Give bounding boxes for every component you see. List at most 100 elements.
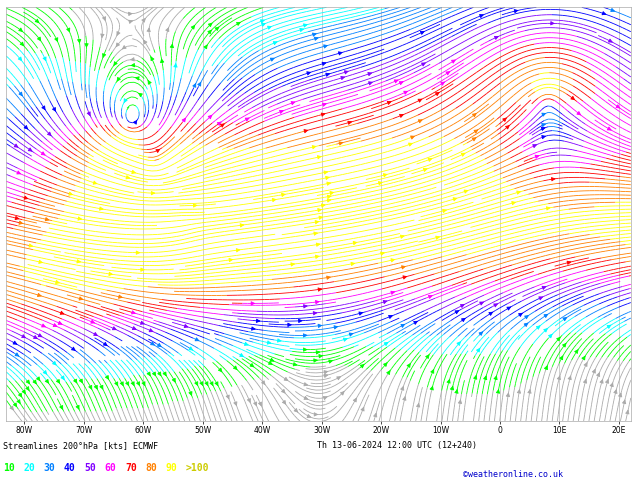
FancyArrowPatch shape (204, 45, 207, 49)
FancyArrowPatch shape (387, 371, 390, 374)
FancyArrowPatch shape (210, 382, 213, 386)
FancyArrowPatch shape (353, 242, 357, 245)
FancyArrowPatch shape (22, 390, 25, 393)
FancyArrowPatch shape (319, 216, 323, 220)
FancyArrowPatch shape (156, 149, 160, 152)
FancyArrowPatch shape (160, 59, 164, 63)
FancyArrowPatch shape (268, 361, 272, 364)
FancyArrowPatch shape (14, 144, 18, 147)
FancyArrowPatch shape (424, 169, 427, 171)
FancyArrowPatch shape (139, 94, 143, 97)
FancyArrowPatch shape (429, 295, 432, 298)
FancyArrowPatch shape (548, 334, 552, 338)
FancyArrowPatch shape (384, 343, 388, 345)
FancyArrowPatch shape (418, 120, 422, 123)
FancyArrowPatch shape (56, 280, 59, 284)
FancyArrowPatch shape (626, 410, 629, 414)
FancyArrowPatch shape (58, 321, 62, 324)
FancyArrowPatch shape (582, 356, 585, 360)
FancyArrowPatch shape (430, 369, 434, 373)
FancyArrowPatch shape (450, 386, 454, 390)
FancyArrowPatch shape (250, 364, 254, 367)
FancyArrowPatch shape (109, 272, 112, 275)
FancyArrowPatch shape (517, 191, 521, 194)
FancyArrowPatch shape (584, 363, 587, 367)
FancyArrowPatch shape (394, 80, 398, 83)
FancyArrowPatch shape (403, 397, 406, 400)
FancyArrowPatch shape (172, 378, 175, 382)
FancyArrowPatch shape (39, 260, 42, 264)
Text: 80: 80 (145, 463, 157, 473)
FancyArrowPatch shape (401, 324, 404, 327)
FancyArrowPatch shape (26, 387, 29, 391)
FancyArrowPatch shape (142, 382, 145, 386)
FancyArrowPatch shape (17, 400, 20, 403)
FancyArrowPatch shape (462, 318, 465, 321)
FancyArrowPatch shape (112, 327, 116, 330)
FancyArrowPatch shape (103, 343, 107, 345)
FancyArrowPatch shape (326, 73, 330, 76)
FancyArrowPatch shape (24, 125, 28, 129)
FancyArrowPatch shape (577, 112, 581, 115)
FancyArrowPatch shape (339, 52, 342, 55)
FancyArrowPatch shape (401, 387, 404, 390)
FancyArrowPatch shape (507, 307, 510, 310)
FancyArrowPatch shape (401, 235, 404, 238)
FancyArrowPatch shape (15, 217, 19, 220)
FancyArrowPatch shape (195, 338, 199, 341)
FancyArrowPatch shape (68, 192, 72, 196)
FancyArrowPatch shape (174, 64, 177, 67)
FancyArrowPatch shape (100, 207, 103, 210)
FancyArrowPatch shape (208, 115, 212, 119)
FancyArrowPatch shape (541, 127, 545, 130)
FancyArrowPatch shape (361, 407, 364, 411)
FancyArrowPatch shape (262, 381, 265, 385)
FancyArrowPatch shape (399, 114, 403, 118)
FancyArrowPatch shape (489, 312, 493, 316)
FancyArrowPatch shape (147, 28, 150, 32)
FancyArrowPatch shape (13, 341, 16, 344)
FancyArrowPatch shape (132, 171, 136, 173)
FancyArrowPatch shape (322, 62, 326, 66)
FancyArrowPatch shape (623, 400, 626, 404)
FancyArrowPatch shape (447, 379, 450, 383)
FancyArrowPatch shape (368, 73, 372, 75)
FancyArrowPatch shape (215, 27, 219, 30)
Text: 10: 10 (3, 463, 15, 473)
FancyArrowPatch shape (321, 113, 325, 116)
FancyArrowPatch shape (436, 236, 439, 239)
FancyArrowPatch shape (542, 286, 546, 290)
Text: >100: >100 (186, 463, 209, 473)
FancyArrowPatch shape (528, 390, 531, 393)
FancyArrowPatch shape (85, 44, 88, 47)
FancyArrowPatch shape (131, 311, 135, 314)
FancyArrowPatch shape (344, 338, 347, 341)
FancyArrowPatch shape (314, 413, 318, 416)
FancyArrowPatch shape (120, 382, 123, 386)
FancyArrowPatch shape (234, 402, 237, 405)
FancyArrowPatch shape (304, 334, 307, 337)
FancyArrowPatch shape (321, 204, 325, 207)
FancyArrowPatch shape (67, 28, 70, 32)
FancyArrowPatch shape (304, 348, 307, 351)
FancyArrowPatch shape (313, 33, 316, 36)
FancyArrowPatch shape (157, 343, 161, 346)
FancyArrowPatch shape (151, 57, 154, 61)
FancyArrowPatch shape (401, 266, 405, 269)
FancyArrowPatch shape (205, 382, 208, 386)
FancyArrowPatch shape (380, 252, 384, 255)
FancyArrowPatch shape (26, 380, 30, 384)
FancyArrowPatch shape (341, 76, 344, 79)
FancyArrowPatch shape (484, 376, 487, 380)
FancyArrowPatch shape (10, 406, 13, 410)
FancyArrowPatch shape (61, 376, 64, 380)
FancyArrowPatch shape (316, 243, 320, 246)
FancyArrowPatch shape (334, 326, 337, 329)
Text: Streamlines 200°hPa [kts] ECMWF: Streamlines 200°hPa [kts] ECMWF (3, 441, 158, 450)
FancyArrowPatch shape (93, 181, 97, 184)
FancyArrowPatch shape (312, 146, 316, 149)
FancyArrowPatch shape (307, 415, 311, 417)
FancyArrowPatch shape (304, 24, 307, 27)
FancyArrowPatch shape (567, 261, 571, 265)
FancyArrowPatch shape (215, 382, 218, 386)
